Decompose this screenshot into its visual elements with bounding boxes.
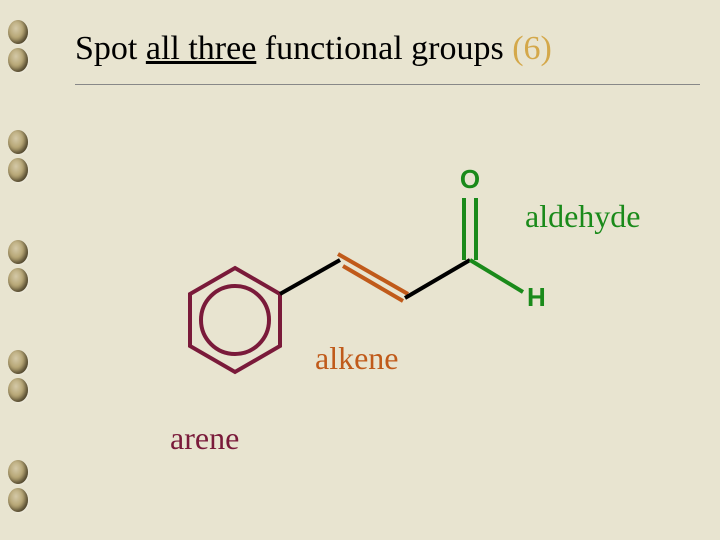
bond-single <box>405 260 470 298</box>
binder-holes <box>0 0 60 540</box>
page-title: Spot all three functional groups (6) <box>75 0 700 78</box>
binder-hole-icon <box>8 130 28 154</box>
oxygen-atom-label: O <box>460 164 480 194</box>
benzene-ring-icon <box>190 268 280 372</box>
aldehyde-label: aldehyde <box>525 198 641 235</box>
title-prefix: Spot <box>75 30 146 67</box>
title-number: (6) <box>512 30 552 67</box>
hole-pair <box>8 350 28 406</box>
aldehyde-ch-bond <box>470 260 523 292</box>
hole-pair <box>8 460 28 516</box>
title-underlined: all three <box>146 30 256 67</box>
binder-hole-icon <box>8 240 28 264</box>
binder-hole-icon <box>8 158 28 182</box>
alkene-label: alkene <box>315 340 399 377</box>
binder-hole-icon <box>8 460 28 484</box>
title-divider <box>75 84 700 85</box>
binder-hole-icon <box>8 350 28 374</box>
chemical-structure: O H aldehyde alkene arene <box>75 120 695 500</box>
binder-hole-icon <box>8 48 28 72</box>
carbonyl-double-bond-icon <box>464 198 476 260</box>
binder-hole-icon <box>8 20 28 44</box>
slide-content: Spot all three functional groups (6) <box>75 0 700 540</box>
arene-label: arene <box>170 420 239 457</box>
binder-hole-icon <box>8 268 28 292</box>
bond-single <box>280 260 340 294</box>
hole-pair <box>8 130 28 186</box>
molecule-svg: O H <box>75 120 695 500</box>
title-suffix: functional groups <box>256 30 512 67</box>
binder-hole-icon <box>8 488 28 512</box>
binder-hole-icon <box>8 378 28 402</box>
hole-pair <box>8 20 28 76</box>
alkene-double-bond-icon <box>338 254 408 301</box>
hole-pair <box>8 240 28 296</box>
hydrogen-atom-label: H <box>527 282 546 312</box>
